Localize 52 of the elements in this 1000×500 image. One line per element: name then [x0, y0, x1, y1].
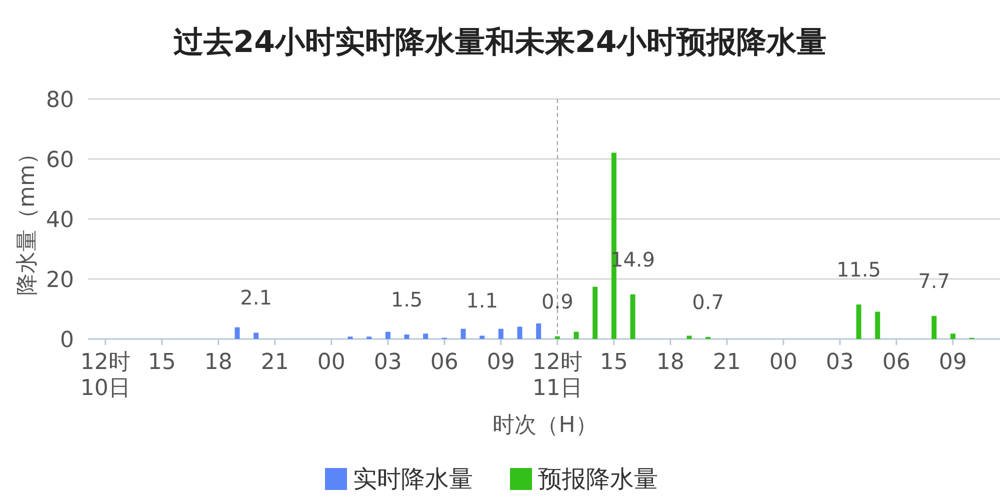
bar — [234, 327, 240, 339]
x-tick-label: 15 — [600, 350, 628, 375]
x-tick-label: 12时 11日 — [532, 350, 582, 401]
chart-title: 过去24小时实时降水量和未来24小时预报降水量 — [173, 25, 827, 60]
x-tick-label: 15 — [148, 350, 176, 375]
bar — [875, 312, 880, 339]
bar — [856, 304, 862, 339]
bar — [385, 332, 390, 339]
x-tick-label: 09 — [938, 350, 967, 375]
x-tick-label: 03 — [374, 350, 402, 375]
bar — [460, 328, 466, 339]
x-tick-label: 06 — [882, 350, 910, 375]
data-label: 1.5 — [390, 288, 423, 312]
bar — [517, 326, 522, 339]
bar — [536, 323, 542, 339]
bar — [686, 336, 692, 339]
x-tick-label: 09 — [486, 350, 515, 375]
x-tick-label: 21 — [260, 350, 289, 375]
bar — [498, 328, 504, 339]
x-tick-label: 21 — [712, 350, 741, 375]
x-tick-label: 00 — [317, 350, 346, 375]
data-label: 7.7 — [918, 268, 950, 293]
data-label: 2.1 — [240, 286, 272, 310]
y-tick-label: 40 — [46, 208, 74, 233]
y-tick-label: 0 — [60, 328, 74, 353]
legend-label: 实时降水量 — [353, 465, 473, 493]
bar — [480, 336, 485, 339]
bar — [254, 332, 259, 339]
bar — [404, 334, 410, 339]
data-label: 1.1 — [466, 288, 498, 313]
y-axis-title: 降水量（mm） — [15, 142, 40, 296]
legend-label: 预报降水量 — [538, 465, 658, 493]
x-tick-label: 18 — [204, 350, 232, 375]
bar — [574, 332, 579, 339]
bar — [592, 286, 598, 339]
data-label: 0.7 — [692, 290, 724, 314]
bar — [630, 294, 636, 339]
data-label: 0.9 — [542, 289, 574, 314]
bar — [950, 334, 956, 339]
x-tick-label: 03 — [826, 350, 854, 375]
y-tick-label: 60 — [46, 148, 74, 173]
x-tick-label: 00 — [769, 350, 798, 375]
y-tick-label: 80 — [46, 88, 74, 113]
data-label: 11.5 — [836, 258, 882, 282]
x-axis-title: 时次（H） — [492, 413, 598, 438]
bar — [423, 334, 428, 339]
bar — [932, 316, 937, 339]
x-tick-label: 18 — [656, 350, 684, 375]
bar — [554, 336, 560, 339]
x-tick-label: 12时 10日 — [80, 350, 130, 401]
y-tick-label: 20 — [46, 268, 74, 293]
x-tick-label: 06 — [430, 350, 458, 375]
